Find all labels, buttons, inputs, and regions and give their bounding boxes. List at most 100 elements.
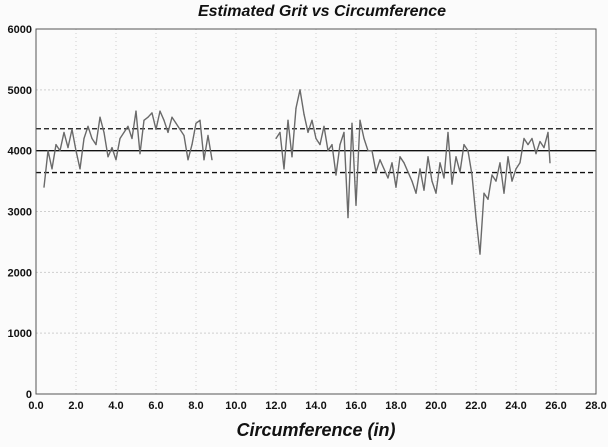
data-point — [375, 171, 377, 173]
data-point — [431, 180, 433, 182]
data-point — [467, 150, 469, 152]
data-point — [191, 143, 193, 146]
x-tick-label: 10.0 — [225, 400, 246, 412]
data-point — [283, 168, 285, 170]
x-tick-label: 22.0 — [465, 400, 486, 412]
data-point — [355, 204, 357, 207]
data-point — [383, 168, 385, 170]
x-tick-label: 6.0 — [148, 400, 163, 412]
x-axis-label: Circumference (in) — [236, 420, 395, 440]
data-point — [75, 150, 77, 152]
data-point — [43, 186, 45, 188]
data-point — [203, 159, 205, 161]
data-point — [323, 125, 325, 127]
data-point — [299, 89, 301, 91]
data-point — [47, 150, 49, 152]
grid — [35, 28, 597, 395]
data-point — [327, 150, 329, 152]
x-tick-label: 4.0 — [108, 400, 123, 412]
x-tick-label: 18.0 — [385, 400, 406, 412]
data-point — [503, 192, 505, 194]
data-point — [195, 122, 197, 124]
data-point — [491, 174, 493, 176]
data-point — [549, 162, 551, 164]
x-tick-label: 28.0 — [585, 400, 606, 412]
data-point — [59, 150, 61, 152]
data-point — [179, 128, 181, 130]
data-point — [447, 131, 449, 134]
reference-lines — [36, 128, 596, 174]
data-point — [347, 216, 349, 219]
series-line — [43, 110, 213, 188]
data-point — [171, 116, 173, 118]
data-point — [183, 134, 185, 137]
data-point — [339, 143, 341, 146]
data-point — [67, 147, 69, 149]
data-point — [535, 153, 537, 155]
data-point — [435, 192, 437, 194]
data-point — [351, 122, 353, 124]
data-point — [211, 159, 213, 161]
data-point — [71, 128, 73, 130]
data-point — [363, 137, 365, 140]
data-point — [139, 153, 141, 155]
data-point — [379, 159, 381, 161]
data-point — [331, 143, 333, 146]
data-point — [443, 177, 445, 179]
data-point — [495, 180, 497, 182]
data-point — [135, 110, 137, 112]
data-point — [107, 156, 109, 158]
data-point — [335, 174, 337, 176]
y-tick-label: 2000 — [8, 267, 32, 279]
data-point — [507, 156, 509, 158]
y-tick-label: 3000 — [8, 207, 32, 219]
data-point — [455, 156, 457, 158]
data-point — [143, 119, 145, 121]
x-tick-label: 12.0 — [265, 400, 286, 412]
x-tick-label: 8.0 — [188, 400, 203, 412]
data-point — [387, 177, 389, 179]
data-point — [371, 150, 373, 152]
data-point — [187, 159, 189, 161]
data-point — [95, 143, 97, 146]
data-point — [111, 147, 113, 149]
data-point — [291, 156, 293, 158]
y-tick-label: 4000 — [8, 146, 32, 158]
data-point — [91, 137, 93, 140]
data-point — [199, 119, 201, 121]
y-tick-label: 6000 — [8, 24, 32, 36]
data-point — [531, 137, 533, 140]
data-point — [543, 147, 545, 149]
data-point — [167, 131, 169, 134]
data-point — [115, 159, 117, 161]
series — [43, 89, 551, 255]
data-point — [163, 119, 165, 121]
x-tick-label: 2.0 — [68, 400, 83, 412]
data-point — [319, 143, 321, 146]
data-point — [311, 119, 313, 121]
data-point — [303, 113, 305, 115]
data-point — [439, 162, 441, 164]
data-point — [287, 119, 289, 121]
data-point — [51, 168, 53, 170]
data-point — [79, 168, 81, 170]
data-point — [427, 156, 429, 158]
data-point — [123, 131, 125, 134]
series-line — [275, 89, 551, 255]
data-point — [423, 189, 425, 191]
y-tick-label: 5000 — [8, 85, 32, 97]
data-point — [411, 180, 413, 182]
data-point — [99, 116, 101, 118]
plot-frame — [35, 28, 597, 395]
data-point — [475, 216, 477, 219]
data-point — [295, 107, 297, 109]
data-point — [419, 168, 421, 170]
x-tick-label: 24.0 — [505, 400, 526, 412]
data-point — [359, 119, 361, 121]
data-point — [479, 253, 481, 255]
data-point — [451, 183, 453, 185]
data-point — [519, 162, 521, 164]
data-point — [459, 171, 461, 173]
data-point — [175, 122, 177, 124]
data-point — [539, 140, 541, 143]
